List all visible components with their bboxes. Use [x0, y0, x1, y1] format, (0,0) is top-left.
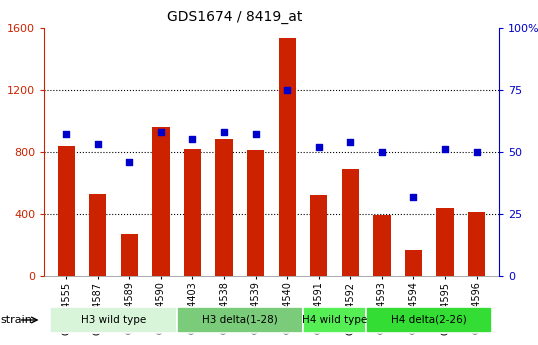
Bar [89, 194, 107, 276]
Bar [366, 307, 492, 333]
Text: H4 delta(2-26): H4 delta(2-26) [392, 315, 467, 325]
Bar [405, 250, 422, 276]
Point [188, 137, 197, 142]
Bar [176, 307, 303, 333]
Bar [215, 139, 233, 276]
Bar [373, 215, 391, 276]
Bar [279, 38, 296, 276]
Bar [184, 149, 201, 276]
Title: GDS1674 / 8419_at: GDS1674 / 8419_at [167, 10, 303, 24]
Bar [51, 307, 176, 333]
Point [157, 129, 165, 135]
Text: H3 wild type: H3 wild type [81, 315, 146, 325]
Point [251, 132, 260, 137]
Bar [468, 211, 485, 276]
Bar [310, 195, 328, 276]
Bar [58, 146, 75, 276]
Point [220, 129, 228, 135]
Point [94, 141, 102, 147]
Bar [247, 150, 264, 276]
Text: strain: strain [0, 315, 32, 325]
Point [62, 132, 70, 137]
Point [378, 149, 386, 155]
Point [409, 194, 418, 199]
Bar [342, 169, 359, 276]
Bar [121, 234, 138, 276]
Point [441, 147, 449, 152]
Point [472, 149, 481, 155]
Bar [152, 127, 169, 276]
Bar [436, 208, 454, 276]
Text: H4 wild type: H4 wild type [302, 315, 367, 325]
Point [125, 159, 133, 165]
Bar [303, 307, 366, 333]
Point [283, 87, 292, 92]
Text: H3 delta(1-28): H3 delta(1-28) [202, 315, 278, 325]
Point [346, 139, 355, 145]
Point [315, 144, 323, 150]
